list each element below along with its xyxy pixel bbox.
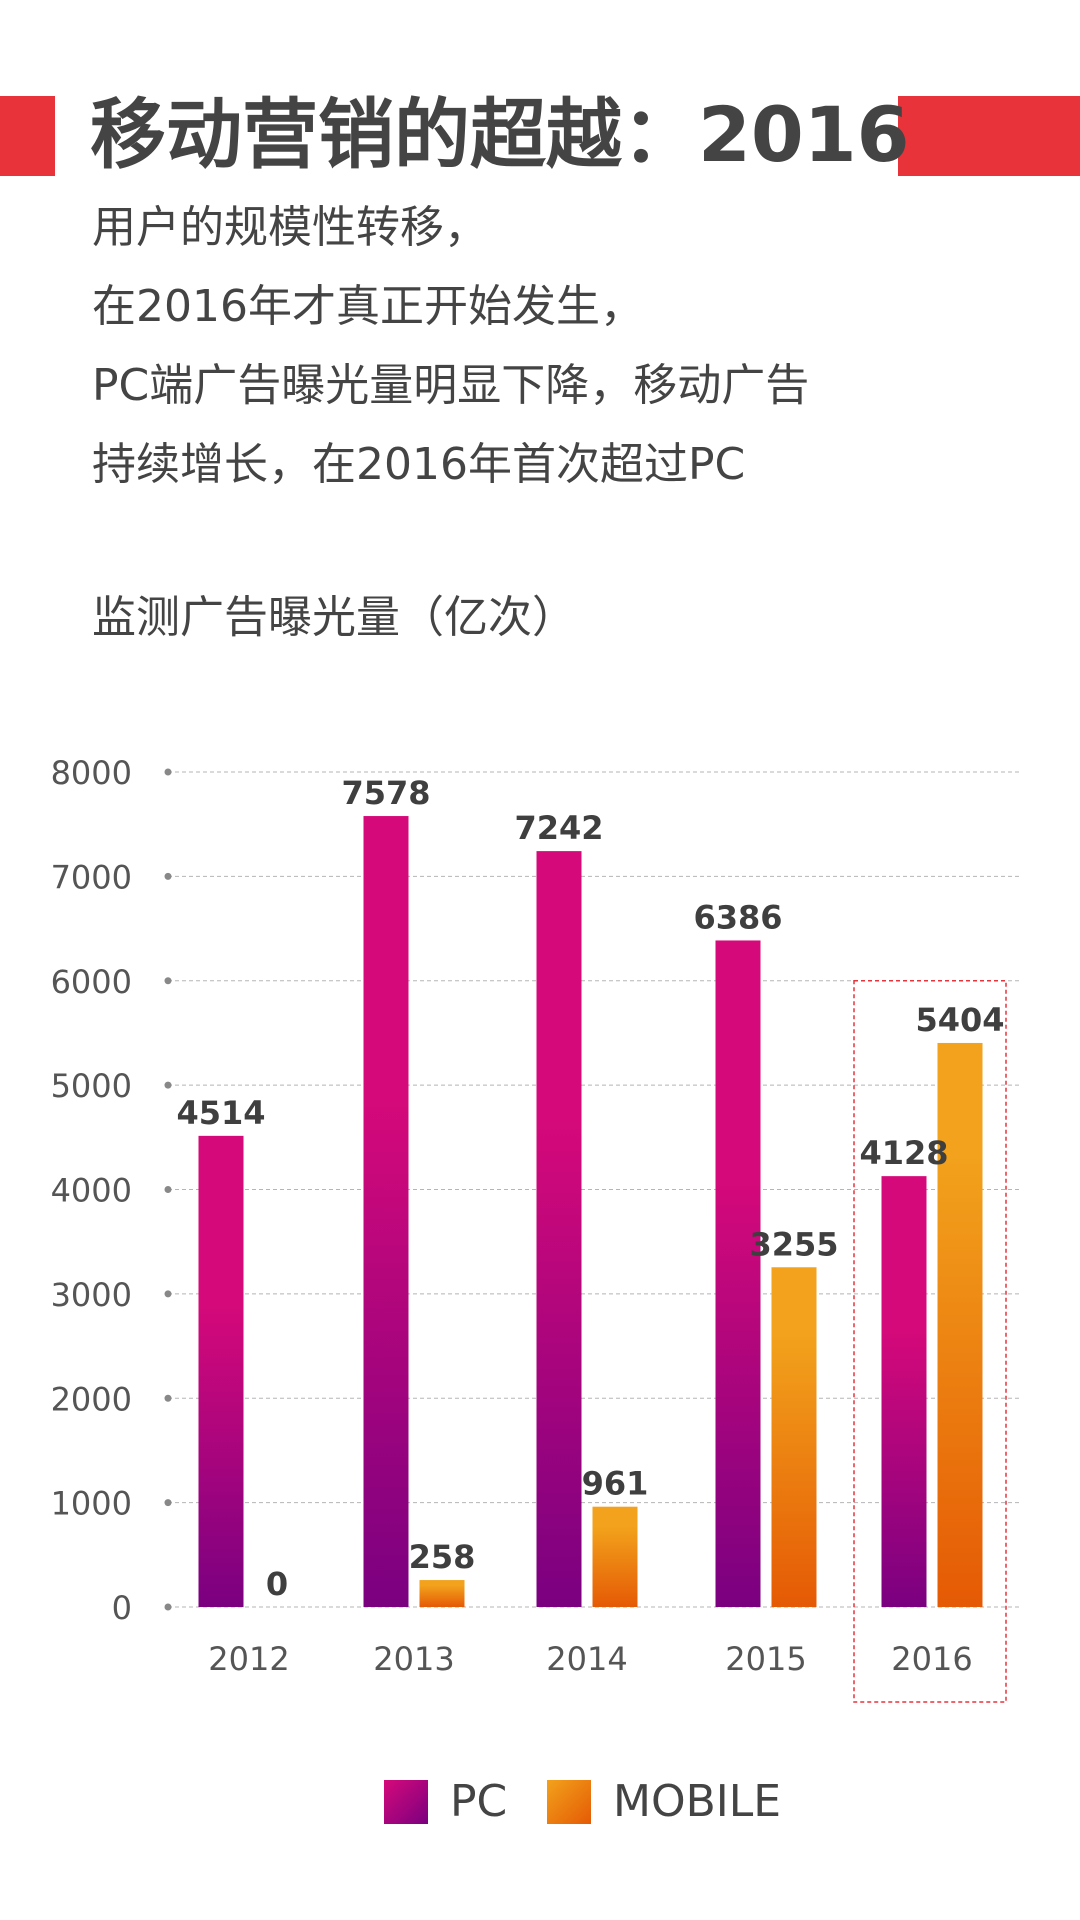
bar-pc-2014 (536, 851, 582, 1607)
bar-chart: 0 1000 2000 3000 4000 5000 6000 7000 8000 4514 0 20… (51, 754, 1020, 1703)
legend-swatch-pc (384, 1780, 428, 1824)
labels: 0 1000 2000 3000 4000 5000 6000 7000 8000 4514 0 20… (51, 754, 1005, 1678)
value-label-mobile-2014: 961 (582, 1465, 649, 1503)
y-tick-label: 4000 (51, 1172, 132, 1210)
y-tick-label: 2000 (51, 1380, 132, 1418)
value-label-pc-2014: 7242 (514, 809, 603, 847)
bar-pc-2015 (715, 940, 761, 1607)
bar-pc-2013 (363, 816, 409, 1607)
bar-mobile-2016 (937, 1042, 983, 1607)
bar-pc-2016 (881, 1176, 927, 1607)
legend-item-pc: PC (384, 1777, 507, 1827)
x-tick-label-2016: 2016 (891, 1640, 972, 1678)
legend-label-pc: PC (450, 1776, 508, 1827)
x-tick-label-2015: 2015 (725, 1640, 806, 1678)
tick-dot-5000 (164, 1081, 172, 1089)
tick-dot-0 (164, 1603, 172, 1611)
tick-dot-6000 (164, 977, 172, 985)
tick-dot-1000 (164, 1499, 172, 1507)
tick-dot-7000 (164, 872, 172, 880)
legend-swatch-mobile (547, 1780, 591, 1824)
value-label-mobile-2015: 3255 (749, 1225, 838, 1263)
legend: PC MOBILE (0, 1777, 1080, 1827)
value-label-pc-2016: 4128 (859, 1134, 948, 1172)
legend-item-mobile: MOBILE (547, 1777, 781, 1827)
x-tick-label-2013: 2013 (373, 1640, 454, 1678)
x-tick-label-2014: 2014 (546, 1640, 627, 1678)
tick-dot-4000 (164, 1186, 172, 1193)
value-label-pc-2013: 7578 (341, 774, 430, 812)
y-tick-label: 0 (112, 1589, 132, 1627)
y-tick-label: 8000 (51, 754, 132, 792)
value-label-mobile-2012: 0 (266, 1565, 288, 1603)
value-label-mobile-2016: 5404 (915, 1001, 1004, 1039)
tick-dot-3000 (164, 1290, 172, 1298)
y-tick-label: 3000 (51, 1276, 132, 1314)
y-tick-label: 5000 (51, 1067, 132, 1105)
intro-line-2: 在2016年才真正开始发生， (92, 281, 644, 332)
value-label-mobile-2013: 258 (409, 1538, 476, 1576)
bars (198, 816, 1007, 1703)
intro-line-1: 用户的规模性转移， (92, 202, 488, 253)
tick-dot-8000 (164, 768, 172, 776)
value-label-pc-2015: 6386 (693, 898, 782, 936)
title-accent-bar-left (0, 96, 55, 176)
value-label-pc-2012: 4514 (176, 1094, 265, 1132)
title-accent-bar-right (898, 96, 1080, 176)
legend-label-mobile: MOBILE (613, 1776, 782, 1827)
y-tick-label: 7000 (51, 858, 132, 896)
highlight-box-2016 (853, 980, 1007, 1703)
intro-text: 用户的规模性转移， 在2016年才真正开始发生， PC端广告曝光量明显下降，移动… (92, 188, 992, 504)
x-tick-label-2012: 2012 (208, 1640, 289, 1678)
intro-line-3: PC端广告曝光量明显下降，移动广告 (92, 360, 810, 411)
bar-pc-2012 (198, 1135, 244, 1607)
bar-mobile-2013 (419, 1580, 465, 1607)
y-tick-label: 6000 (51, 963, 132, 1001)
page-title: 移动营销的超越：2016 (90, 90, 910, 179)
tick-dot-2000 (164, 1394, 172, 1402)
y-tick-label: 1000 (51, 1485, 132, 1523)
chart-title: 监测广告曝光量（亿次） (92, 592, 576, 643)
bar-mobile-2015 (771, 1267, 817, 1607)
bar-mobile-2014 (592, 1506, 638, 1607)
intro-line-4: 持续增长，在2016年首次超过PC (92, 439, 746, 490)
grid-lines (164, 768, 1020, 1611)
